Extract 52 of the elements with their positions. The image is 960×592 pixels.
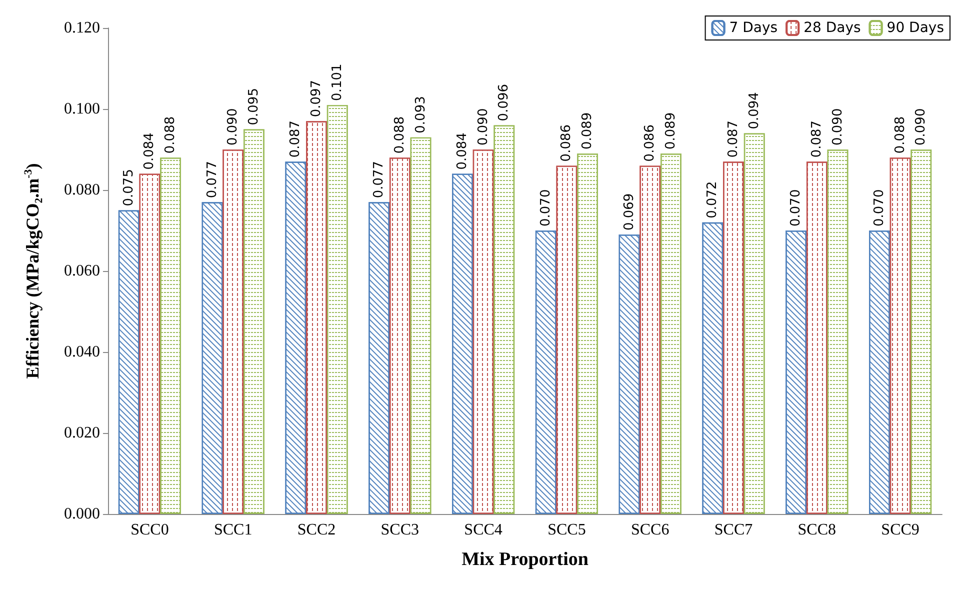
- data-label: 0.090: [830, 108, 846, 146]
- y-tick-label: 0.060: [64, 262, 100, 280]
- data-label: 0.094: [746, 92, 762, 130]
- x-tick-label: SCC0: [130, 522, 169, 538]
- y-tick-label: 0.020: [64, 424, 100, 442]
- y-tick-label: 0.040: [64, 344, 100, 360]
- data-label: 0.087: [726, 120, 741, 158]
- data-label: 0.090: [476, 108, 491, 146]
- legend-label: 28 Days: [804, 20, 861, 36]
- data-label: 0.070: [538, 189, 554, 226]
- data-label: 0.090: [226, 108, 241, 146]
- data-label: 0.072: [705, 181, 720, 218]
- data-label: 0.089: [663, 112, 678, 150]
- legend-label: 90 Days: [886, 20, 944, 36]
- data-label: 0.070: [788, 189, 804, 226]
- data-label: 0.095: [246, 88, 262, 126]
- data-label: 0.069: [622, 193, 637, 231]
- data-label: 0.077: [372, 160, 387, 198]
- data-label: 0.088: [892, 116, 908, 154]
- data-label: 0.097: [309, 80, 324, 118]
- x-tick-label: SCC6: [630, 522, 670, 538]
- x-axis-title: Mix Proportion: [462, 549, 589, 570]
- x-tick-label: SCC7: [714, 522, 753, 538]
- x-tick-label: SCC3: [380, 522, 420, 538]
- data-label: 0.093: [413, 96, 428, 134]
- x-tick-label: SCC2: [297, 522, 336, 538]
- x-tick-label: SCC5: [548, 522, 586, 538]
- data-label: 0.087: [809, 120, 824, 158]
- y-tick-label: 0.000: [64, 506, 100, 522]
- data-label: 0.089: [580, 112, 596, 150]
- data-label: 0.084: [142, 132, 158, 170]
- y-axis-title: Efficiency (MPa/kgCO₂.m-3): [22, 163, 42, 379]
- data-label: 0.088: [163, 116, 178, 154]
- x-tick-label: SCC9: [881, 522, 920, 538]
- data-label: 0.101: [330, 64, 345, 101]
- data-label: 0.090: [914, 108, 929, 146]
- data-label: 0.070: [872, 189, 887, 226]
- data-label: 0.088: [392, 116, 408, 154]
- data-label: 0.086: [642, 124, 658, 162]
- y-tick-label: 0.080: [64, 182, 100, 198]
- legend-label: 7 Days: [729, 20, 778, 36]
- x-tick-label: SCC1: [214, 522, 252, 538]
- x-tick-label: SCC4: [464, 522, 502, 538]
- data-label: 0.075: [121, 169, 136, 206]
- data-label: 0.096: [496, 84, 512, 122]
- data-label: 0.086: [559, 124, 574, 162]
- data-label: 0.084: [454, 132, 470, 170]
- data-label: 0.087: [288, 120, 304, 158]
- y-tick-label: 0.120: [64, 20, 100, 36]
- x-tick-label: SCC8: [798, 522, 836, 538]
- y-tick-label: 0.100: [64, 100, 100, 118]
- data-label: 0.077: [204, 160, 220, 198]
